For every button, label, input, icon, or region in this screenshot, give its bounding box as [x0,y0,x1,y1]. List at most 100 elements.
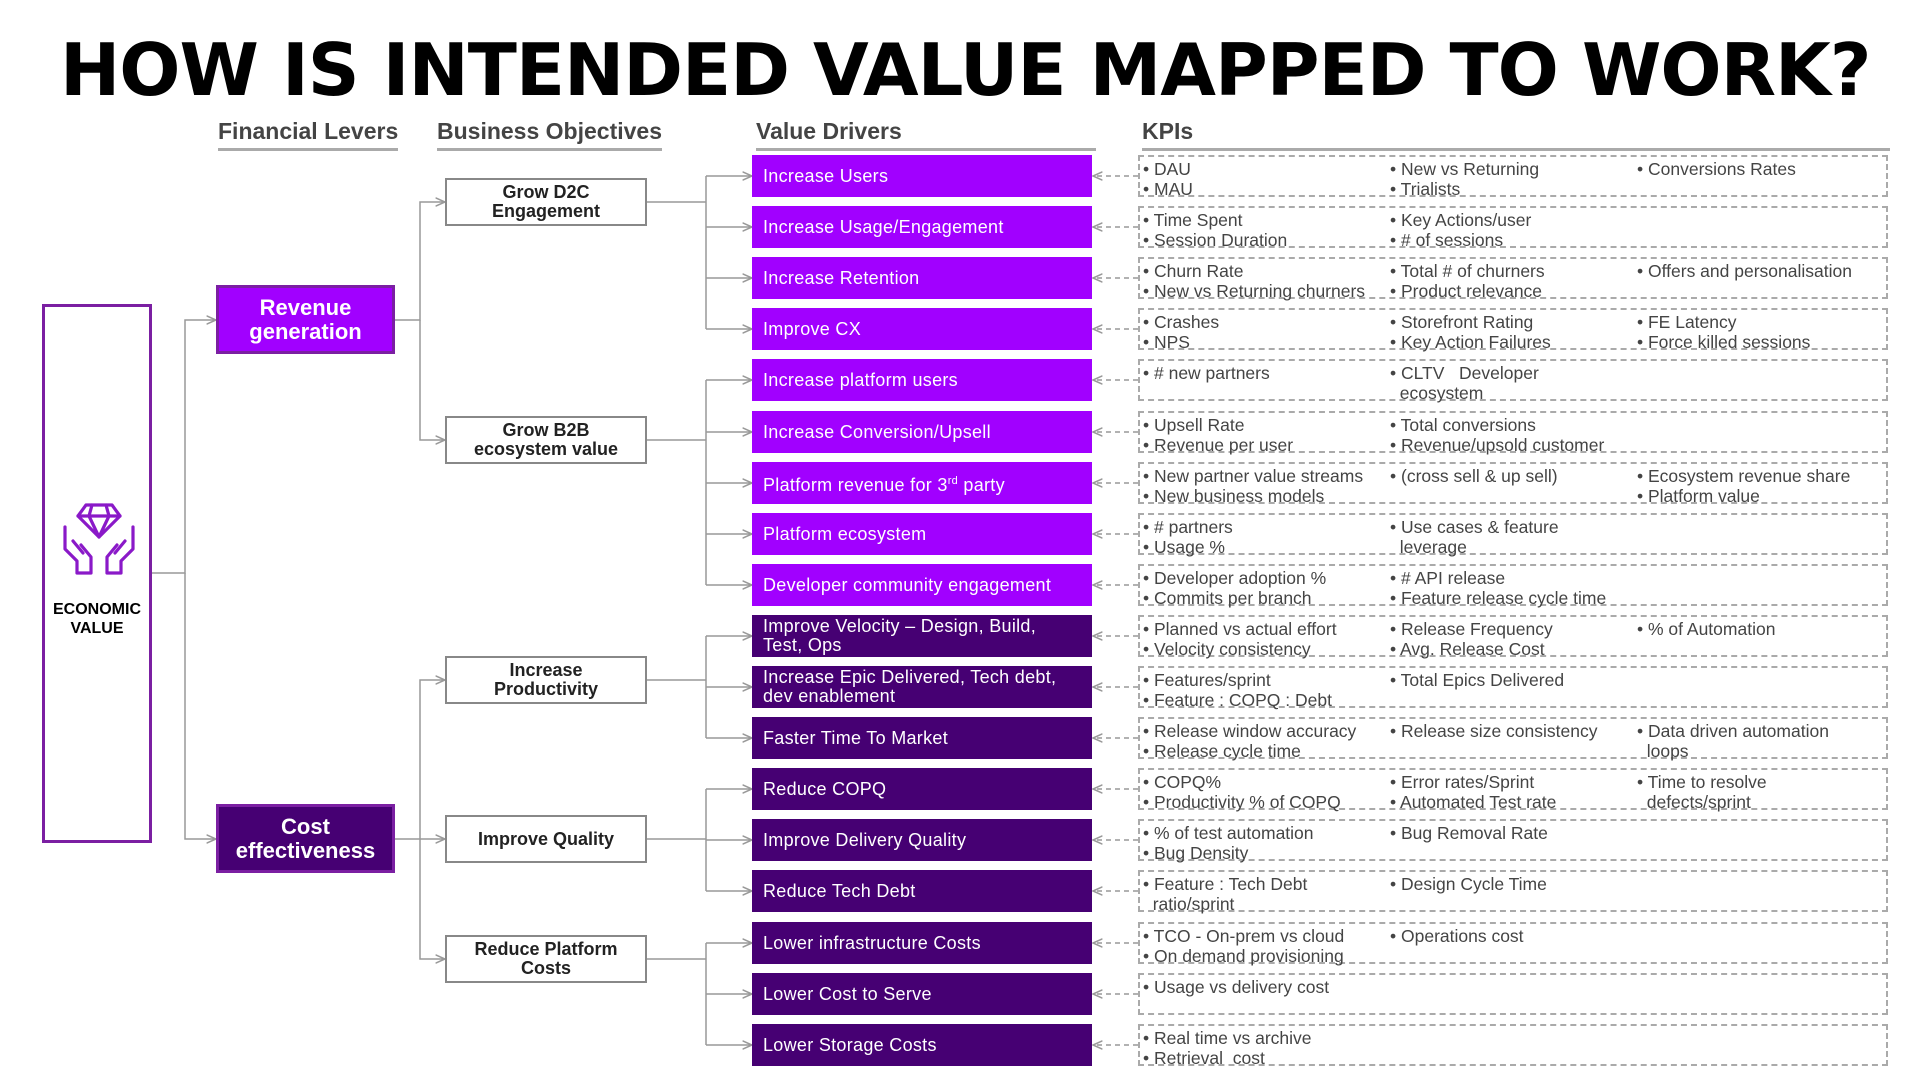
value-driver-4: Improve CX [752,308,1092,350]
kpi-cell [1637,874,1882,914]
kpi-cell [1637,210,1882,250]
kpi-cell: • Total Epics Delivered [1390,670,1565,690]
kpi-cell: • Feature : Tech Debt ratio/sprint [1143,874,1308,914]
kpi-cell: • Total # of churners • Product relevance [1390,261,1545,301]
kpi-cell [1637,926,1882,966]
kpi-row-17: • Usage vs delivery cost [1138,973,1888,1015]
kpi-cell: • FE Latency • Force killed sessions [1637,312,1811,352]
kpi-cell: • % of test automation • Bug Density [1143,823,1314,863]
value-driver-6: Increase Conversion/Upsell [752,411,1092,453]
kpi-cell [1637,823,1882,863]
objective-1: Grow D2C Engagement [445,178,647,226]
kpi-cell [1390,977,1635,1017]
value-driver-13: Reduce COPQ [752,768,1092,810]
kpi-cell: • Offers and personalisation [1637,261,1852,281]
kpi-cell [1637,568,1882,608]
connector-econ-to-cost [184,573,216,839]
objective-4: Improve Quality [445,815,647,863]
kpi-row-16: • TCO - On-prem vs cloud • On demand prov… [1138,922,1888,966]
connector-cost-to-platform [419,839,445,959]
kpi-cell: • DAU • MAU [1143,159,1193,199]
kpi-cell: • Crashes • NPS [1143,312,1220,352]
kpi-cell: • New partner value streams • New busines… [1143,466,1364,506]
value-driver-3: Increase Retention [752,257,1092,299]
kpi-cell: • # partners • Usage % [1143,517,1233,557]
kpi-cell: • Use cases & feature leverage [1390,517,1559,557]
kpi-cell: • Release window accuracy • Release cycle… [1143,721,1357,761]
kpi-cell: • Error rates/Sprint • Automated Test rat… [1390,772,1557,812]
kpi-cell [1637,977,1882,1017]
kpi-cell: • New vs Returning • Trialists [1390,159,1540,199]
column-header-business-objectives: Business Objectives [437,118,662,151]
economic-value-box: ECONOMIC VALUE [42,304,152,843]
kpi-cell: • Conversions Rates [1637,159,1796,179]
connector-revenue-to-d2c [395,202,445,321]
kpi-cell: • Real time vs archive • Retrieval cost [1143,1028,1312,1068]
kpi-row-4: • Crashes • NPS • Storefront Rating • Key A… [1138,308,1888,352]
kpi-cell: • TCO - On-prem vs cloud • On demand prov… [1143,926,1345,966]
column-header-kpis: KPIs [1142,118,1890,151]
value-driver-11: Increase Epic Delivered, Tech debt, dev e… [752,666,1092,708]
kpi-row-12: • Release window accuracy • Release cycle… [1138,717,1888,761]
value-driver-5: Increase platform users [752,359,1092,401]
kpi-row-13: • COPQ% • Productivity % of COPQ • Error r… [1138,768,1888,812]
kpi-cell: • Features/sprint • Feature : COPQ : Debt [1143,670,1332,710]
kpi-cell: • Usage vs delivery cost [1143,977,1330,997]
value-driver-15: Reduce Tech Debt [752,870,1092,912]
page-title: HOW IS INTENDED VALUE MAPPED TO WORK? [60,28,1872,112]
kpi-cell: • Ecosystem revenue share • Platform valu… [1637,466,1851,506]
value-driver-18: Lower Storage Costs [752,1024,1092,1066]
kpi-row-2: • Time Spent • Session Duration • Key Acti… [1138,206,1888,250]
value-driver-7: Platform revenue for 3rd party [752,462,1092,504]
value-driver-10: Improve Velocity – Design, Build, Test, O… [752,615,1092,657]
kpi-row-8: • # partners • Usage % • Use cases & featu… [1138,513,1888,557]
kpi-cell: • # new partners [1143,363,1270,383]
column-header-financial-levers: Financial Levers [218,118,399,151]
kpi-cell: • Upsell Rate • Revenue per user [1143,415,1294,455]
value-driver-9: Developer community engagement [752,564,1092,606]
kpi-row-6: • Upsell Rate • Revenue per user • Total c… [1138,411,1888,455]
connector-revenue-to-b2b [419,320,445,440]
kpi-cell: • Data driven automation loops [1637,721,1829,761]
value-driver-8: Platform ecosystem [752,513,1092,555]
lever-cost-effectiveness: Cost effectiveness [216,804,395,873]
objective-5: Reduce Platform Costs [445,935,647,983]
objective-3: Increase Productivity [445,656,647,704]
kpi-row-9: • Developer adoption % • Commits per bran… [1138,564,1888,608]
kpi-cell: • Key Actions/user • # of sessions [1390,210,1532,250]
kpi-cell [1637,517,1882,557]
economic-value-label: ECONOMIC VALUE [53,601,141,637]
objective-2: Grow B2B ecosystem value [445,416,647,464]
kpi-cell: • COPQ% • Productivity % of COPQ [1143,772,1341,812]
kpi-row-10: • Planned vs actual effort • Velocity con… [1138,615,1888,659]
kpi-row-15: • Feature : Tech Debt ratio/sprint • Desi… [1138,870,1888,914]
kpi-row-7: • New partner value streams • New busines… [1138,462,1888,506]
kpi-cell: • Time Spent • Session Duration [1143,210,1288,250]
kpi-cell: • Churn Rate • New vs Returning churners [1143,261,1366,301]
value-driver-12: Faster Time To Market [752,717,1092,759]
value-driver-14: Improve Delivery Quality [752,819,1092,861]
diamond-in-hands-icon [63,503,135,575]
kpi-cell: • Operations cost [1390,926,1524,946]
connector-econ-to-revenue [152,320,216,574]
kpi-cell [1637,363,1882,403]
kpi-row-11: • Features/sprint • Feature : COPQ : Debt… [1138,666,1888,710]
kpi-cell: • Time to resolve defects/sprint [1637,772,1767,812]
kpi-cell: • # API release • Feature release cycle t… [1390,568,1607,608]
column-header-value-drivers: Value Drivers [756,118,1096,151]
connector-cost-to-productivity [395,680,445,840]
value-driver-16: Lower infrastructure Costs [752,922,1092,964]
value-driver-17: Lower Cost to Serve [752,973,1092,1015]
kpi-row-3: • Churn Rate • New vs Returning churners •… [1138,257,1888,301]
kpi-cell: • Release size consistency [1390,721,1598,741]
kpi-cell: • (cross sell & up sell) [1390,466,1558,486]
kpi-cell: • Total conversions • Revenue/upsold cust… [1390,415,1605,455]
kpi-cell [1390,1028,1635,1068]
kpi-cell [1637,670,1882,710]
kpi-cell: • Design Cycle Time [1390,874,1547,894]
kpi-cell: • Storefront Rating • Key Action Failures [1390,312,1551,352]
kpi-row-14: • % of test automation • Bug Density • Bug… [1138,819,1888,863]
kpi-cell: • Developer adoption % • Commits per bran… [1143,568,1327,608]
kpi-row-5: • # new partners • CLTV Developer ecosyst… [1138,359,1888,403]
